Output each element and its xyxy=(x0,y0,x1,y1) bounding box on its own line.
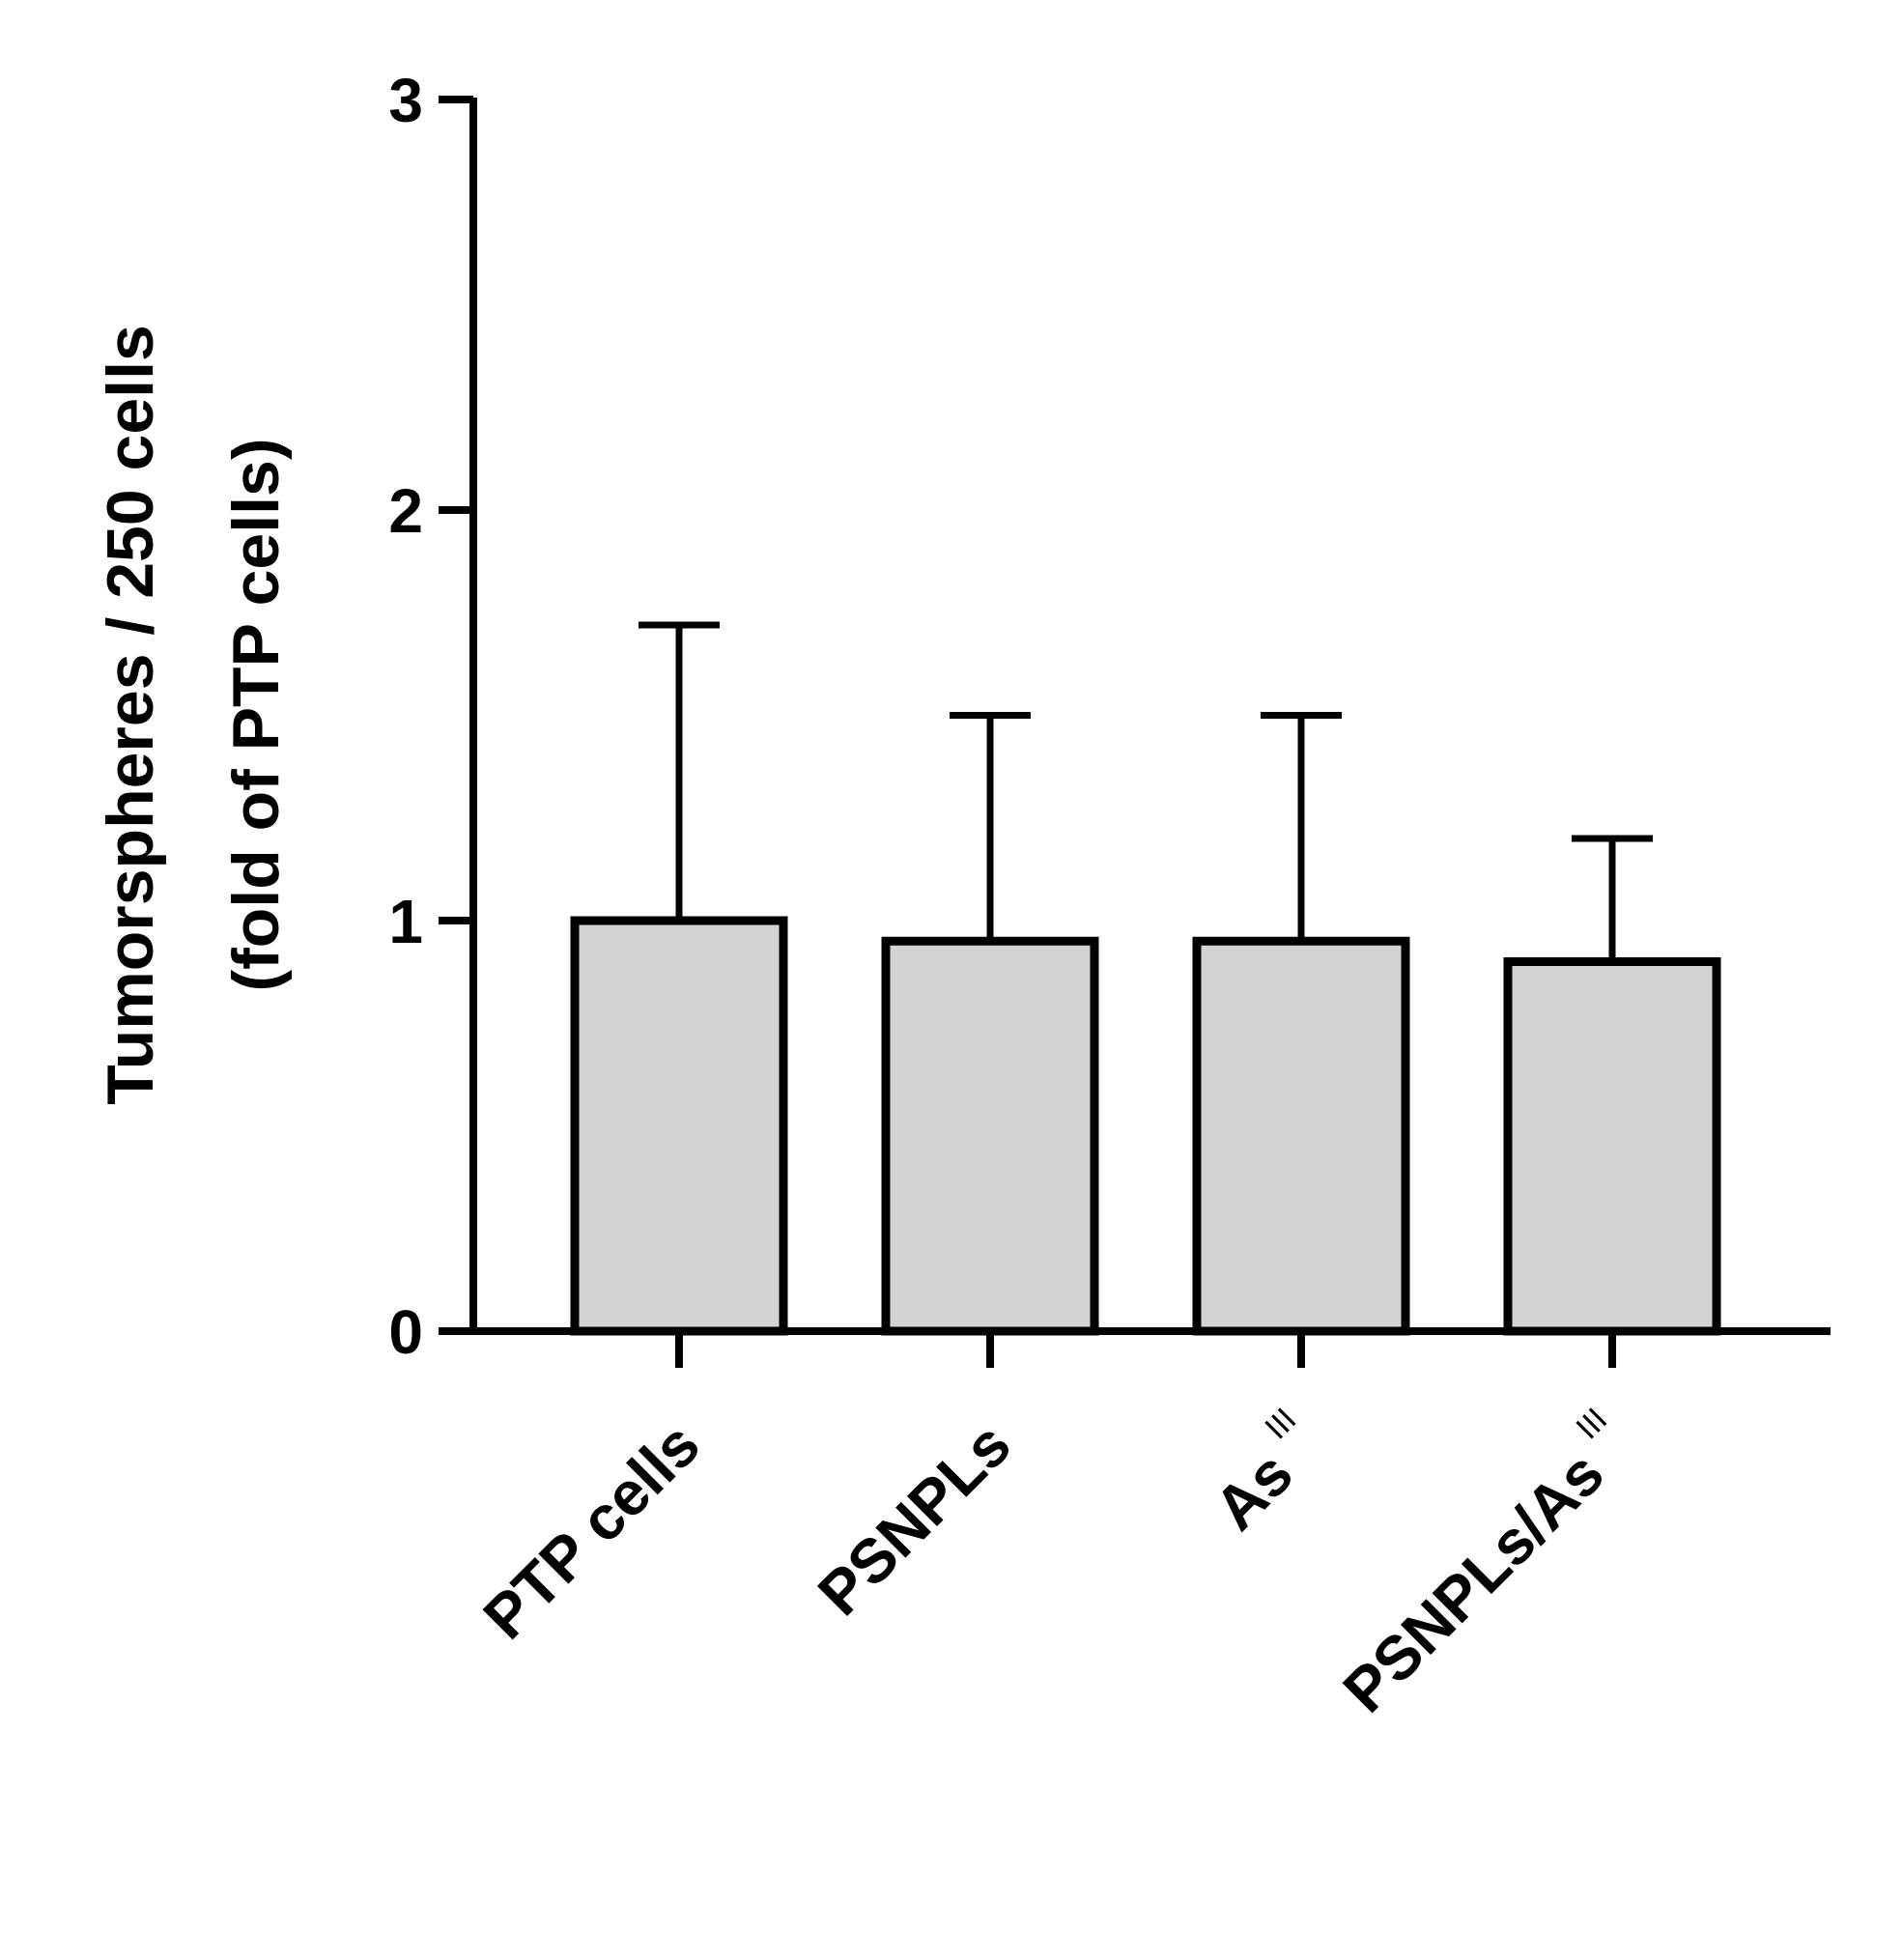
bar xyxy=(570,916,788,1336)
y-axis-title-line-1: Tumorspheres / 250 cells xyxy=(94,325,167,1105)
x-tick-label-base: PSNPLs/As xyxy=(1330,1438,1617,1725)
x-tick-label-superscript: III xyxy=(1258,1402,1303,1447)
y-tick-label: 3 xyxy=(388,66,423,135)
x-tick-label: PSNPLs xyxy=(805,1409,1024,1629)
x-tick-label-superscript: III xyxy=(1569,1402,1614,1447)
error-bars xyxy=(639,621,1653,962)
x-tick-label-text: PTP cells xyxy=(470,1409,713,1652)
x-tick-label-text: AsIII xyxy=(1193,1402,1335,1544)
x-tick-label-text: PSNPLs xyxy=(805,1409,1024,1629)
y-tick-label: 0 xyxy=(388,1297,423,1367)
y-axis: 0 1 2 3 xyxy=(388,66,477,1367)
x-tick-label-base: PTP cells xyxy=(470,1409,713,1652)
x-tick-label: PTP cells xyxy=(470,1409,713,1652)
bar xyxy=(1503,957,1721,1336)
x-axis xyxy=(439,1327,1831,1368)
x-tick-label-base: As xyxy=(1201,1438,1306,1544)
y-tick-label: 1 xyxy=(388,887,423,956)
y-axis-label: Tumorspheres / 250 cells (fold of PTP cel… xyxy=(94,325,293,1105)
y-tick-label: 2 xyxy=(388,476,423,546)
bars xyxy=(570,916,1721,1336)
x-tick-label-base: PSNPLs xyxy=(805,1409,1024,1629)
y-axis-title-line-2: (fold of PTP cells) xyxy=(219,438,293,991)
x-tick-label: AsIII xyxy=(1193,1402,1335,1544)
x-tick-label: PSNPLs/AsIII xyxy=(1321,1402,1646,1726)
bar xyxy=(1192,936,1410,1336)
x-tick-label-text: PSNPLs/AsIII xyxy=(1321,1402,1646,1726)
bar xyxy=(881,936,1099,1336)
